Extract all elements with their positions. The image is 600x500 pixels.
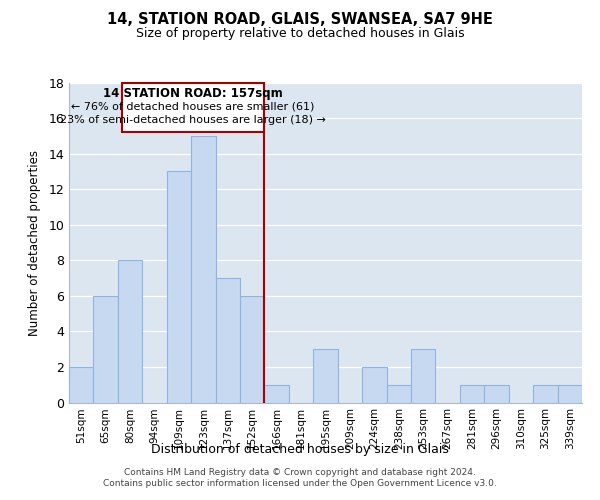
Bar	[265, 384, 289, 402]
Y-axis label: Number of detached properties: Number of detached properties	[28, 150, 41, 336]
Bar	[411, 349, 436, 403]
Bar	[191, 136, 215, 402]
Text: ← 76% of detached houses are smaller (61): ← 76% of detached houses are smaller (61…	[71, 101, 314, 111]
Bar	[94, 296, 118, 403]
Bar	[362, 367, 386, 402]
Bar	[118, 260, 142, 402]
Text: 14, STATION ROAD, GLAIS, SWANSEA, SA7 9HE: 14, STATION ROAD, GLAIS, SWANSEA, SA7 9H…	[107, 12, 493, 28]
Text: Contains HM Land Registry data © Crown copyright and database right 2024.
Contai: Contains HM Land Registry data © Crown c…	[103, 468, 497, 487]
Bar	[557, 384, 582, 402]
Bar	[69, 367, 94, 402]
Text: 14 STATION ROAD: 157sqm: 14 STATION ROAD: 157sqm	[103, 88, 283, 101]
Bar	[167, 172, 191, 402]
Bar	[533, 384, 557, 402]
Bar	[313, 349, 338, 403]
Bar	[460, 384, 484, 402]
Bar	[484, 384, 509, 402]
Bar	[240, 296, 265, 403]
Bar	[386, 384, 411, 402]
Bar	[215, 278, 240, 402]
Text: Distribution of detached houses by size in Glais: Distribution of detached houses by size …	[151, 442, 449, 456]
Text: Size of property relative to detached houses in Glais: Size of property relative to detached ho…	[136, 28, 464, 40]
FancyBboxPatch shape	[122, 82, 264, 132]
Text: 23% of semi-detached houses are larger (18) →: 23% of semi-detached houses are larger (…	[60, 116, 326, 126]
